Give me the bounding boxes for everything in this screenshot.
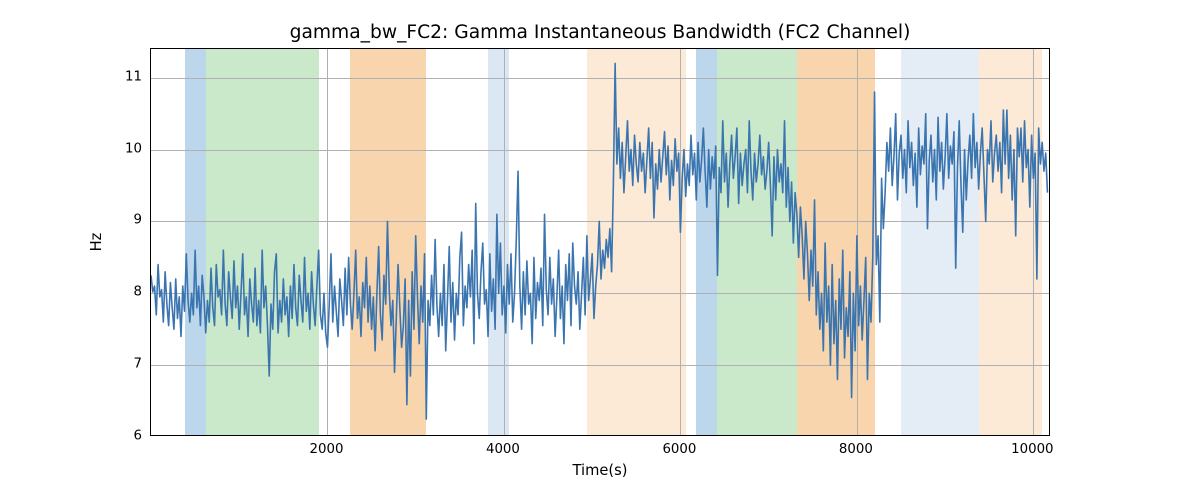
x-axis-label: Time(s): [573, 462, 628, 479]
x-tick-label: 4000: [486, 442, 520, 457]
x-tick-label: 2000: [310, 442, 344, 457]
y-tick-label: 6: [102, 429, 142, 444]
y-tick-label: 8: [102, 285, 142, 300]
y-tick-label: 7: [102, 357, 142, 372]
y-tick-label: 10: [102, 141, 142, 156]
y-tick-label: 9: [102, 213, 142, 228]
y-axis-label: Hz: [88, 233, 105, 252]
series-line: [151, 63, 1047, 419]
x-tick-label: 6000: [662, 442, 696, 457]
y-tick-label: 11: [102, 69, 142, 84]
chart-title: gamma_bw_FC2: Gamma Instantaneous Bandwi…: [0, 22, 1200, 43]
figure: gamma_bw_FC2: Gamma Instantaneous Bandwi…: [0, 0, 1200, 500]
x-tick-label: 8000: [839, 442, 873, 457]
plot-area: [150, 48, 1050, 436]
line-series: [151, 49, 1050, 436]
x-tick-label: 10000: [1011, 442, 1053, 457]
